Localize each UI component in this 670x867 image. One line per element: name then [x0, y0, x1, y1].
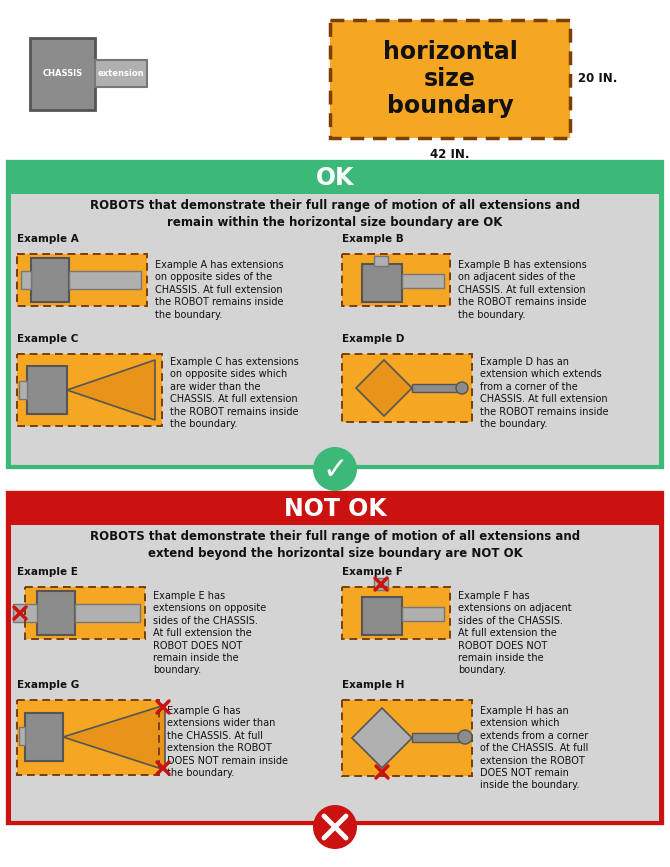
- Bar: [412, 384, 460, 392]
- Text: NOT OK: NOT OK: [283, 497, 387, 521]
- Text: Example G has
extensions wider than
the CHASSIS. At full
extension the ROBOT
DOE: Example G has extensions wider than the …: [167, 706, 288, 778]
- Text: Example D has an
extension which extends
from a corner of the
CHASSIS. At full e: Example D has an extension which extends…: [480, 357, 608, 429]
- Bar: [17, 700, 159, 775]
- Text: Example G: Example G: [17, 680, 79, 690]
- Polygon shape: [63, 705, 165, 770]
- Bar: [19, 381, 27, 399]
- Circle shape: [313, 447, 357, 491]
- Bar: [19, 727, 25, 745]
- Bar: [17, 254, 147, 306]
- Bar: [25, 587, 145, 639]
- Circle shape: [313, 805, 357, 849]
- Bar: [30, 38, 95, 110]
- Text: ROBOTS that demonstrate their full range of motion of all extensions and
extend : ROBOTS that demonstrate their full range…: [90, 531, 580, 560]
- Text: Example F has
extensions on adjacent
sides of the CHASSIS.
At full extension the: Example F has extensions on adjacent sid…: [458, 591, 572, 675]
- Bar: [362, 597, 402, 635]
- Text: horizontal
size
boundary: horizontal size boundary: [383, 40, 517, 118]
- Polygon shape: [352, 708, 412, 768]
- Bar: [412, 733, 462, 742]
- Bar: [17, 254, 147, 306]
- Bar: [31, 258, 69, 302]
- Bar: [342, 587, 450, 639]
- Bar: [342, 700, 472, 776]
- Bar: [13, 604, 37, 622]
- Text: Example E has
extensions on opposite
sides of the CHASSIS.
At full extension the: Example E has extensions on opposite sid…: [153, 591, 266, 675]
- Bar: [17, 354, 162, 426]
- Bar: [8, 493, 662, 525]
- Bar: [342, 354, 472, 422]
- Text: Example B has extensions
on adjacent sides of the
CHASSIS. At full extension
the: Example B has extensions on adjacent sid…: [458, 260, 587, 320]
- Text: Example E: Example E: [17, 567, 78, 577]
- Bar: [330, 20, 570, 138]
- Polygon shape: [67, 360, 155, 420]
- Text: CHASSIS: CHASSIS: [42, 69, 82, 79]
- Bar: [8, 162, 662, 467]
- Bar: [11, 525, 659, 821]
- Text: Example C has extensions
on opposite sides which
are wider than the
CHASSIS. At : Example C has extensions on opposite sid…: [170, 357, 299, 429]
- Text: Example H: Example H: [342, 680, 405, 690]
- Text: 42 IN.: 42 IN.: [430, 147, 470, 160]
- Bar: [37, 591, 75, 635]
- Text: Example C: Example C: [17, 334, 78, 344]
- Bar: [17, 700, 159, 775]
- Bar: [21, 271, 31, 289]
- Bar: [8, 162, 662, 467]
- Bar: [11, 194, 659, 465]
- Bar: [402, 607, 444, 621]
- Bar: [8, 493, 662, 823]
- Bar: [8, 493, 662, 823]
- Bar: [342, 254, 450, 306]
- Text: 20 IN.: 20 IN.: [578, 73, 617, 86]
- Bar: [342, 354, 472, 422]
- Bar: [342, 254, 450, 306]
- Text: Example A has extensions
on opposite sides of the
CHASSIS. At full extension
the: Example A has extensions on opposite sid…: [155, 260, 283, 320]
- Bar: [75, 604, 140, 622]
- Bar: [69, 271, 141, 289]
- Text: OK: OK: [316, 166, 354, 190]
- Text: Example D: Example D: [342, 334, 405, 344]
- Bar: [17, 354, 162, 426]
- Text: Example B: Example B: [342, 234, 404, 244]
- Text: Example A: Example A: [17, 234, 79, 244]
- Polygon shape: [356, 360, 412, 416]
- Circle shape: [458, 730, 472, 744]
- Bar: [25, 713, 63, 761]
- Bar: [374, 578, 388, 590]
- Bar: [342, 587, 450, 639]
- Circle shape: [456, 382, 468, 394]
- Bar: [330, 20, 570, 138]
- Bar: [27, 366, 67, 414]
- Text: ✓: ✓: [322, 455, 348, 485]
- Bar: [25, 587, 145, 639]
- Text: extension: extension: [98, 69, 144, 78]
- Bar: [342, 700, 472, 776]
- Bar: [95, 60, 147, 87]
- Bar: [362, 264, 402, 302]
- Text: Example F: Example F: [342, 567, 403, 577]
- Text: Example H has an
extension which
extends from a corner
of the CHASSIS. At full
e: Example H has an extension which extends…: [480, 706, 588, 791]
- Bar: [374, 256, 388, 266]
- Bar: [402, 274, 444, 288]
- Bar: [8, 162, 662, 194]
- Text: ROBOTS that demonstrate their full range of motion of all extensions and
remain : ROBOTS that demonstrate their full range…: [90, 199, 580, 229]
